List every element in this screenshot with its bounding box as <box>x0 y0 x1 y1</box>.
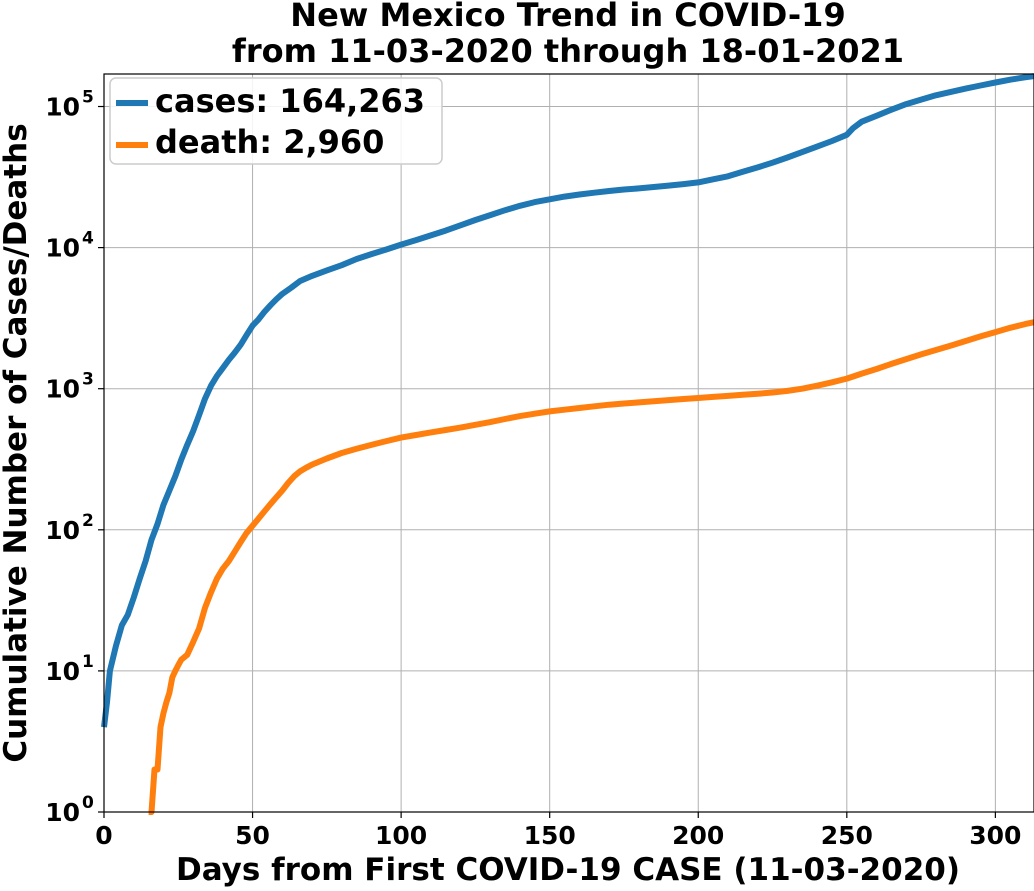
legend: cases: 164,263 death: 2,960 <box>109 77 443 165</box>
legend-label-death: death: 2,960 <box>155 123 384 161</box>
y-tick-base: 10 <box>45 798 80 827</box>
y-tick-base: 10 <box>45 516 80 545</box>
legend-label-cases: cases: 164,263 <box>155 82 425 120</box>
legend-box <box>109 77 443 165</box>
y-tick-label: 10 5 <box>45 88 94 122</box>
series-layer <box>101 73 1034 815</box>
y-tick-exponent: 1 <box>82 652 94 672</box>
y-tick-base: 10 <box>45 93 80 122</box>
chart-title-line-1: New Mexico Trend in COVID-19 <box>290 0 845 34</box>
x-tick-label: 250 <box>821 821 873 850</box>
chart-title-line-2: from 11-03-2020 through 18-01-2021 <box>232 32 904 70</box>
x-tick-label: 100 <box>375 821 427 850</box>
y-tick-base: 10 <box>45 234 80 263</box>
y-tick-label: 10 0 <box>45 793 94 827</box>
plot-frame <box>103 73 1034 813</box>
y-tick-exponent: 2 <box>82 511 94 531</box>
grid <box>103 74 1034 813</box>
y-tick-exponent: 5 <box>82 88 94 108</box>
x-tick-label: 150 <box>524 821 576 850</box>
y-tick-base: 10 <box>45 375 80 404</box>
y-tick-exponent: 0 <box>82 793 94 813</box>
series-line-death <box>148 319 1034 815</box>
y-axis-label: Cumulative Number of Cases/Deaths <box>0 123 34 762</box>
y-tick-exponent: 4 <box>82 229 94 249</box>
series-line-cases <box>101 73 1034 728</box>
x-tick-label: 200 <box>672 821 724 850</box>
x-tick-label: 0 <box>95 821 112 850</box>
y-tick-label: 10 2 <box>45 511 94 545</box>
y-tick-label: 10 4 <box>45 229 94 263</box>
y-tick-base: 10 <box>45 657 80 686</box>
y-tick-label: 10 1 <box>45 652 94 686</box>
x-tick-label: 50 <box>235 821 270 850</box>
y-tick-label: 10 3 <box>45 370 94 404</box>
x-axis-label: Days from First COVID-19 CASE (11-03-202… <box>176 852 960 887</box>
y-tick-exponent: 3 <box>82 370 94 390</box>
x-tick-label: 300 <box>969 821 1021 850</box>
